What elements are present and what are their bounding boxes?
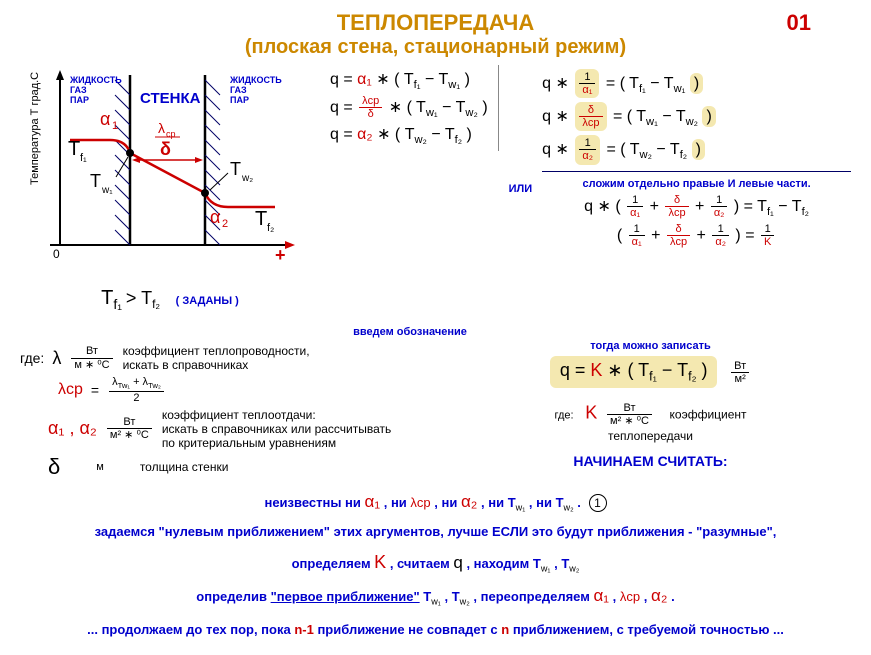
where-label: где: (20, 350, 44, 366)
sum-eq: q ∗ ( 1α₁ + δλср + 1α₂ ) = Tf₁ − Tf₂ (542, 194, 851, 219)
cond-note: ( ЗАДАНЫ ) (176, 295, 239, 307)
then-label: тогда можно записать (450, 340, 851, 352)
plus-label: + (275, 245, 286, 265)
eq-q3: q = α₂ ∗ ( Tw₂ − Tf₂ ) (330, 124, 488, 146)
svg-text:2: 2 (222, 218, 228, 230)
svg-text:T: T (90, 171, 101, 191)
svg-text:ЖИДКОСТЬ: ЖИДКОСТЬ (229, 75, 282, 85)
final-block: тогда можно записать q = K ∗ ( Tf₁ − Tf₂… (450, 340, 851, 469)
condition-line: Tf₁ > Tf₂ ( ЗАДАНЫ ) (20, 287, 320, 312)
or-label: ИЛИ (509, 183, 533, 195)
svg-text:T: T (68, 138, 80, 160)
svg-text:δ: δ (160, 139, 171, 159)
origin-label: 0 (53, 247, 60, 261)
eq-r1: q ∗ 1α₁ = ( Tf₁ − Tw₁ ) (542, 69, 851, 98)
svg-text:f₁: f₁ (80, 152, 87, 164)
svg-text:T: T (230, 159, 241, 179)
svg-text:λ: λ (158, 120, 165, 136)
calc-flow: неизвестны ни α₁ , ни λср , ни α₂ , ни T… (20, 488, 851, 641)
equations-right: q ∗ 1α₁ = ( Tf₁ − Tw₁ ) q ∗ δλср = ( Tw₁… (542, 65, 851, 252)
diagram-container: 0 + Температура Т град.С (20, 65, 320, 312)
final-eq: q = K ∗ ( Tf₁ − Tf₂ ) (550, 356, 718, 388)
header: ТЕПЛОПЕРЕДАЧА 01 (плоская стена, стацион… (20, 10, 851, 59)
wall-diagram: 0 + Температура Т град.С (20, 65, 320, 285)
svg-text:ЖИДКОСТЬ: ЖИДКОСТЬ (69, 75, 122, 85)
where-block: где: λ Втм ∗ ⁰С коэффициент теплопроводн… (20, 340, 440, 484)
alphas-sym: α₁ , α₂ (48, 418, 97, 439)
equations-left: q = α₁ ∗ ( Tf₁ − Tw₁ ) q = λсрδ ∗ ( Tw₁ … (330, 65, 499, 151)
y-axis-label: Температура Т град.С (29, 72, 41, 185)
cond-gt: > T (126, 288, 152, 308)
eq-r3: q ∗ 1α₂ = ( Tw₂ − Tf₂ ) (542, 135, 851, 164)
svg-text:ГАЗ: ГАЗ (230, 85, 247, 95)
svg-text:1: 1 (112, 120, 118, 132)
calc-l2: задаемся "нулевым приближением" этих арг… (20, 521, 851, 543)
intro-label: введем обозначение (330, 312, 490, 338)
svg-text:f₂: f₂ (267, 222, 274, 234)
svg-text:α: α (100, 109, 110, 129)
page-title: ТЕПЛОПЕРЕДАЧА (337, 10, 535, 35)
cond-f2: f₂ (152, 297, 160, 311)
svg-text:α: α (210, 207, 220, 227)
svg-text:w₂: w₂ (241, 173, 253, 184)
K-sym: K (585, 402, 597, 422)
lambda-cp: λср (58, 381, 83, 399)
k-def-eq: ( 1α₁ + δλср + 1α₂ ) = 1K (542, 223, 851, 248)
lambda-sym: λ (52, 348, 61, 369)
step-badge: 1 (589, 494, 607, 512)
delta-sym: δ (48, 454, 60, 480)
calc-title: НАЧИНАЕМ СЧИТАТЬ: (450, 453, 851, 469)
eq-r2: q ∗ δλср = ( Tw₁ − Tw₂ ) (542, 102, 851, 131)
svg-text:ПАР: ПАР (70, 95, 89, 105)
svg-text:w₁: w₁ (101, 185, 113, 196)
cond-f1: f₁ (113, 296, 122, 312)
sum-note: сложим отдельно правые И левые части. (542, 178, 851, 190)
svg-text:СТЕНКА: СТЕНКА (140, 90, 201, 107)
slide-number: 01 (787, 10, 811, 36)
svg-text:T: T (255, 208, 267, 230)
page-subtitle: (плоская стена, стационарный режим) (20, 36, 851, 59)
svg-text:ГАЗ: ГАЗ (70, 85, 87, 95)
eq-q1: q = α₁ ∗ ( Tf₁ − Tw₁ ) (330, 69, 488, 91)
svg-text:ПАР: ПАР (230, 95, 249, 105)
eq-q2: q = λсрδ ∗ ( Tw₁ − Tw₂ ) (330, 95, 488, 120)
